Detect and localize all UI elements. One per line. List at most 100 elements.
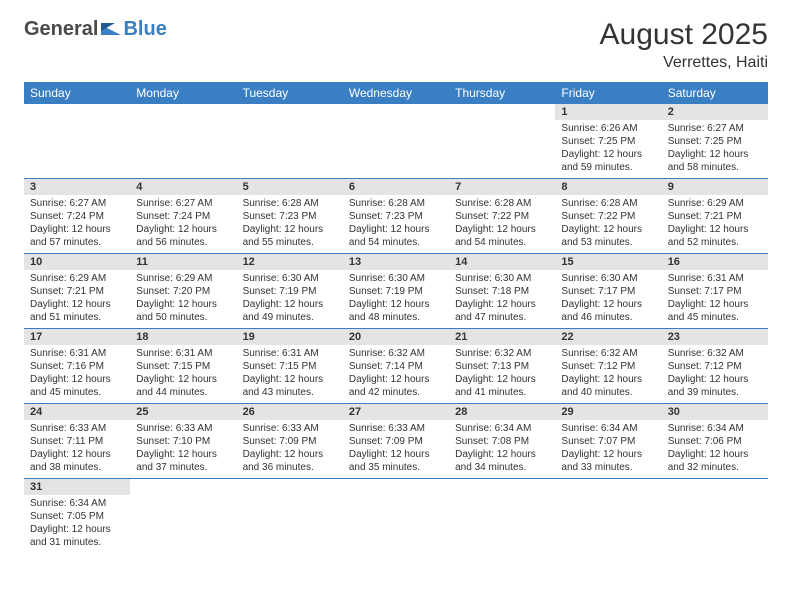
sunset-text: Sunset: 7:23 PM <box>349 210 443 223</box>
sunrise-text: Sunrise: 6:34 AM <box>30 497 124 510</box>
sunset-text: Sunset: 7:05 PM <box>30 510 124 523</box>
weekday-header: Saturday <box>662 82 768 104</box>
day-details: Sunrise: 6:32 AMSunset: 7:14 PMDaylight:… <box>343 345 449 403</box>
sunset-text: Sunset: 7:17 PM <box>668 285 762 298</box>
sunset-text: Sunset: 7:22 PM <box>455 210 549 223</box>
daylight-text: Daylight: 12 hours and 35 minutes. <box>349 448 443 474</box>
flag-icon <box>101 18 121 41</box>
sunrise-text: Sunrise: 6:34 AM <box>455 422 549 435</box>
day-details: Sunrise: 6:26 AMSunset: 7:25 PMDaylight:… <box>555 120 661 178</box>
calendar-day-cell: 22 Sunrise: 6:32 AMSunset: 7:12 PMDayligh… <box>555 329 661 404</box>
day-details: Sunrise: 6:31 AMSunset: 7:17 PMDaylight:… <box>662 270 768 328</box>
sunrise-text: Sunrise: 6:27 AM <box>30 197 124 210</box>
daylight-text: Daylight: 12 hours and 40 minutes. <box>561 373 655 399</box>
calendar-week-row: 10Sunrise: 6:29 AMSunset: 7:21 PMDayligh… <box>24 254 768 329</box>
daylight-text: Daylight: 12 hours and 45 minutes. <box>30 373 124 399</box>
sunrise-text: Sunrise: 6:27 AM <box>136 197 230 210</box>
sunset-text: Sunset: 7:11 PM <box>30 435 124 448</box>
calendar-day-cell: 21Sunrise: 6:32 AMSunset: 7:13 PMDayligh… <box>449 329 555 404</box>
sunrise-text: Sunrise: 6:32 AM <box>349 347 443 360</box>
daylight-text: Daylight: 12 hours and 50 minutes. <box>136 298 230 324</box>
day-details: Sunrise: 6:31 AMSunset: 7:15 PMDaylight:… <box>237 345 343 403</box>
day-details: Sunrise: 6:28 AMSunset: 7:22 PMDaylight:… <box>449 195 555 253</box>
sunset-text: Sunset: 7:10 PM <box>136 435 230 448</box>
calendar-day-cell <box>343 479 449 554</box>
day-details: Sunrise: 6:33 AMSunset: 7:11 PMDaylight:… <box>24 420 130 478</box>
sunset-text: Sunset: 7:20 PM <box>136 285 230 298</box>
day-details: Sunrise: 6:29 AMSunset: 7:21 PMDaylight:… <box>662 195 768 253</box>
sunrise-text: Sunrise: 6:32 AM <box>455 347 549 360</box>
header: GeneralBlue August 2025 Verrettes, Haiti <box>24 18 768 72</box>
daylight-text: Daylight: 12 hours and 31 minutes. <box>30 523 124 549</box>
day-number: 15 <box>555 254 661 270</box>
calendar-day-cell: 7Sunrise: 6:28 AMSunset: 7:22 PMDaylight… <box>449 179 555 254</box>
weekday-header: Thursday <box>449 82 555 104</box>
day-number: 22 <box>555 329 661 345</box>
sunrise-text: Sunrise: 6:30 AM <box>561 272 655 285</box>
sunrise-text: Sunrise: 6:28 AM <box>561 197 655 210</box>
day-number: 18 <box>130 329 236 345</box>
day-number: 11 <box>130 254 236 270</box>
calendar-day-cell: 8Sunrise: 6:28 AMSunset: 7:22 PMDaylight… <box>555 179 661 254</box>
calendar-day-cell: 26Sunrise: 6:33 AMSunset: 7:09 PMDayligh… <box>237 404 343 479</box>
sunrise-text: Sunrise: 6:31 AM <box>243 347 337 360</box>
sunrise-text: Sunrise: 6:32 AM <box>561 347 655 360</box>
location: Verrettes, Haiti <box>600 54 768 72</box>
calendar-day-cell <box>555 479 661 554</box>
sunrise-text: Sunrise: 6:29 AM <box>30 272 124 285</box>
daylight-text: Daylight: 12 hours and 36 minutes. <box>243 448 337 474</box>
sunset-text: Sunset: 7:13 PM <box>455 360 549 373</box>
weekday-header-row: Sunday Monday Tuesday Wednesday Thursday… <box>24 82 768 104</box>
calendar-day-cell: 4Sunrise: 6:27 AMSunset: 7:24 PMDaylight… <box>130 179 236 254</box>
sunrise-text: Sunrise: 6:29 AM <box>136 272 230 285</box>
calendar-week-row: 31Sunrise: 6:34 AMSunset: 7:05 PMDayligh… <box>24 479 768 554</box>
sunset-text: Sunset: 7:25 PM <box>668 135 762 148</box>
calendar-day-cell: 2Sunrise: 6:27 AMSunset: 7:25 PMDaylight… <box>662 104 768 179</box>
calendar-day-cell: 17Sunrise: 6:31 AMSunset: 7:16 PMDayligh… <box>24 329 130 404</box>
day-number: 24 <box>24 404 130 420</box>
sunrise-text: Sunrise: 6:28 AM <box>243 197 337 210</box>
daylight-text: Daylight: 12 hours and 45 minutes. <box>668 298 762 324</box>
sunrise-text: Sunrise: 6:26 AM <box>561 122 655 135</box>
sunset-text: Sunset: 7:12 PM <box>561 360 655 373</box>
sunset-text: Sunset: 7:09 PM <box>243 435 337 448</box>
daylight-text: Daylight: 12 hours and 37 minutes. <box>136 448 230 474</box>
calendar-day-cell: 15Sunrise: 6:30 AMSunset: 7:17 PMDayligh… <box>555 254 661 329</box>
day-number: 19 <box>237 329 343 345</box>
calendar-day-cell: 1Sunrise: 6:26 AMSunset: 7:25 PMDaylight… <box>555 104 661 179</box>
day-details: Sunrise: 6:29 AMSunset: 7:21 PMDaylight:… <box>24 270 130 328</box>
sunrise-text: Sunrise: 6:31 AM <box>668 272 762 285</box>
day-details: Sunrise: 6:30 AMSunset: 7:17 PMDaylight:… <box>555 270 661 328</box>
daylight-text: Daylight: 12 hours and 55 minutes. <box>243 223 337 249</box>
day-number: 1 <box>555 104 661 120</box>
weekday-header: Wednesday <box>343 82 449 104</box>
sunrise-text: Sunrise: 6:33 AM <box>349 422 443 435</box>
sunrise-text: Sunrise: 6:28 AM <box>455 197 549 210</box>
sunset-text: Sunset: 7:19 PM <box>349 285 443 298</box>
calendar-day-cell: 23Sunrise: 6:32 AMSunset: 7:12 PMDayligh… <box>662 329 768 404</box>
sunrise-text: Sunrise: 6:32 AM <box>668 347 762 360</box>
day-details: Sunrise: 6:31 AMSunset: 7:16 PMDaylight:… <box>24 345 130 403</box>
daylight-text: Daylight: 12 hours and 58 minutes. <box>668 148 762 174</box>
daylight-text: Daylight: 12 hours and 54 minutes. <box>349 223 443 249</box>
calendar-day-cell: 28Sunrise: 6:34 AMSunset: 7:08 PMDayligh… <box>449 404 555 479</box>
daylight-text: Daylight: 12 hours and 44 minutes. <box>136 373 230 399</box>
sunset-text: Sunset: 7:21 PM <box>30 285 124 298</box>
sunset-text: Sunset: 7:15 PM <box>243 360 337 373</box>
calendar-day-cell <box>130 479 236 554</box>
day-number: 13 <box>343 254 449 270</box>
sunrise-text: Sunrise: 6:31 AM <box>30 347 124 360</box>
day-details: Sunrise: 6:33 AMSunset: 7:10 PMDaylight:… <box>130 420 236 478</box>
daylight-text: Daylight: 12 hours and 34 minutes. <box>455 448 549 474</box>
sunset-text: Sunset: 7:23 PM <box>243 210 337 223</box>
daylight-text: Daylight: 12 hours and 46 minutes. <box>561 298 655 324</box>
day-number: 3 <box>24 179 130 195</box>
sunset-text: Sunset: 7:08 PM <box>455 435 549 448</box>
day-number: 10 <box>24 254 130 270</box>
day-number: 6 <box>343 179 449 195</box>
calendar-week-row: 1Sunrise: 6:26 AMSunset: 7:25 PMDaylight… <box>24 104 768 179</box>
daylight-text: Daylight: 12 hours and 57 minutes. <box>30 223 124 249</box>
day-details: Sunrise: 6:33 AMSunset: 7:09 PMDaylight:… <box>237 420 343 478</box>
day-details: Sunrise: 6:28 AMSunset: 7:22 PMDaylight:… <box>555 195 661 253</box>
calendar-day-cell: 9Sunrise: 6:29 AMSunset: 7:21 PMDaylight… <box>662 179 768 254</box>
